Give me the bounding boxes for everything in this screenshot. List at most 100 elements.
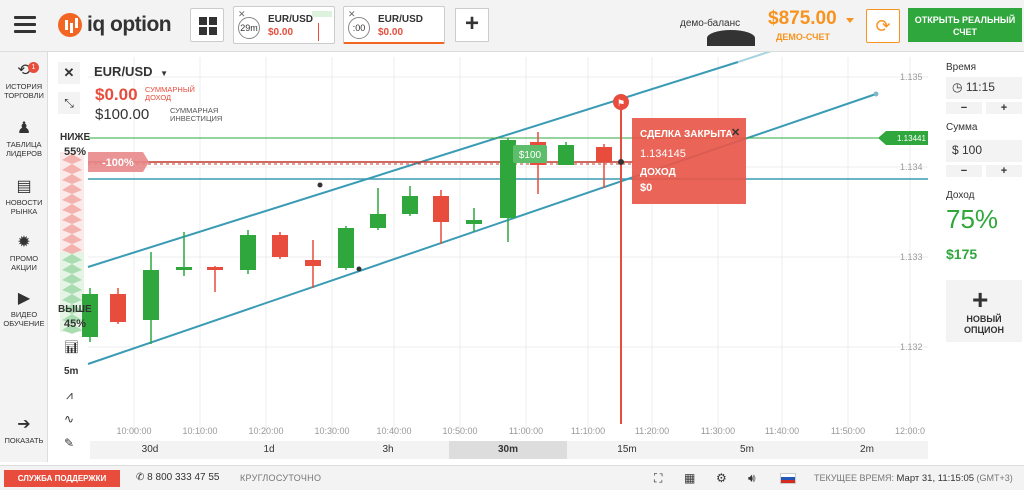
period-15m[interactable]: 15m [617,444,637,455]
candle-body [143,270,159,320]
sidebar-item-video[interactable]: ▶ ВИДЕО ОБУЧЕНИЕ [0,290,48,328]
settings-icon[interactable]: ⚙ [716,471,727,485]
tab-profit: $0.00 [268,27,294,38]
new-option-button[interactable]: + НОВЫЙ ОПЦИОН [946,280,1022,342]
period-1d[interactable]: 1d [263,444,275,455]
close-icon[interactable]: ✕ [348,9,356,19]
popup-title: СДЕЛКА ЗАКРЫТА [640,129,733,140]
period-3h[interactable]: 3h [382,444,394,455]
sentiment-chevron [62,324,82,334]
fullscreen-icon[interactable]: ⛶ [654,471,663,485]
candle-body [240,235,256,270]
time-minus-button[interactable]: − [946,102,982,114]
sidebar: ⟲ 1 ИСТОРИЯ ТОРГОВЛИ ♟ ТАБЛИЦА ЛИДЕРОВ ▤… [0,52,48,462]
time-plus-button[interactable]: + [986,102,1022,114]
close-icon[interactable]: ✕ [731,127,740,139]
tab-mini-chart [312,11,332,17]
asset-tab-2[interactable]: ✕ :00 EUR/USD $0.00 [343,6,445,44]
sidebar-item-news[interactable]: ▤ НОВОСТИ РЫНКА [0,178,48,216]
add-tab-button[interactable]: + [455,8,489,42]
indicators-button[interactable]: ∿ [64,412,74,426]
deal-closed-popup[interactable]: СДЕЛКА ЗАКРЫТА ✕ 1.134145 ДОХОД $0 [632,118,746,204]
finish-flag-icon[interactable] [613,94,629,110]
sentiment-chevron [62,174,82,184]
sentiment-chevron [62,194,82,204]
chevron-down-icon[interactable] [846,18,854,23]
candle-body [466,220,482,224]
time-axis-label: 11:30:00 [701,426,735,436]
refill-balance-button[interactable]: ⟳ [866,9,900,43]
refresh-icon: ⟳ [875,16,891,36]
wave-icon: ∿ [64,412,75,426]
period-2m[interactable]: 2m [860,444,874,455]
candle-body [402,196,418,214]
sidebar-item-label: ПОКАЗАТЬ [4,436,44,445]
sentiment-chevron [62,284,82,294]
grid-layout-button[interactable] [190,8,224,42]
news-icon: ▤ [16,178,32,195]
time-input[interactable]: ◷ 11:15 [946,77,1022,99]
close-icon: ✕ [63,65,75,80]
sidebar-item-promo[interactable]: ✹ ПРОМО АКЦИИ [0,234,48,272]
asset-tab-1[interactable]: ✕ 29m EUR/USD $0.00 [233,6,335,44]
video-icon: ▶ [17,290,31,307]
chart-type-button[interactable]: 📊︎ [64,340,79,354]
drawing-tool-button[interactable]: ⩘ [66,388,73,403]
layout-icon[interactable]: ▦ [684,471,696,485]
open-real-account-button[interactable]: ОТКРЫТЬ РЕАЛЬНЫЙ СЧЕТ [908,8,1022,42]
period-selector: 30d 1d 3h 30m 15m 5m 2m [90,441,928,459]
deal-tag-value: $100 [519,150,542,161]
avatar[interactable] [707,30,755,46]
income-percent: 75% [946,204,999,234]
draw-button[interactable]: ✎ [64,436,74,450]
candle-body [338,228,354,268]
close-chart-button[interactable]: ✕ [58,62,80,84]
candle-body [558,145,574,165]
support-button[interactable]: СЛУЖБА ПОДДЕРЖКИ [4,470,120,487]
deal-percent-value: -100% [102,157,134,169]
sidebar-item-show[interactable]: ➔ ПОКАЗАТЬ [0,416,48,445]
price-axis-label: 1.134 [900,162,923,172]
deal-point [618,159,624,165]
sentiment-chevron [62,224,82,234]
timer-icon: :00 [348,17,370,39]
amount-minus-button[interactable]: − [946,165,982,177]
bottom-bar: СЛУЖБА ПОДДЕРЖКИ ✆ 8 800 333 47 55 КРУГЛ… [0,465,1024,490]
sidebar-item-leaders[interactable]: ♟ ТАБЛИЦА ЛИДЕРОВ [0,120,48,158]
time-label: Время [946,62,977,73]
time-value: 11:15 [965,80,995,94]
time-axis-label: 11:40:00 [765,426,799,436]
notification-badge: 1 [28,62,39,73]
deal-tag[interactable] [513,145,547,163]
fullscreen-button[interactable]: ⤡ [58,92,80,114]
channel-anchor-point[interactable] [356,266,362,272]
sidebar-item-history[interactable]: ⟲ 1 ИСТОРИЯ ТОРГОВЛИ [0,62,48,100]
higher-percent: 45% [64,318,87,330]
sound-icon[interactable]: 🔊︎ [748,471,756,485]
channel-anchor-point[interactable] [317,182,323,188]
close-icon[interactable]: ✕ [238,9,246,19]
income-value: $175 [946,246,978,262]
tab-mini-line [318,23,319,41]
period-30m[interactable]: 30m [449,441,567,459]
sentiment-chevron [62,264,82,274]
asset-selector[interactable]: EUR/USD ▼ [94,64,168,79]
amount-plus-button[interactable]: + [986,165,1022,177]
price-chart[interactable]: ⚑ 1.135 1.134 1.133 1.132 1.13441 10:00:… [48,52,928,462]
language-flag-icon[interactable] [780,473,796,484]
menu-icon[interactable] [14,16,36,34]
popup-price: 1.134145 [640,148,686,160]
period-30d[interactable]: 30d [141,444,159,455]
period-5m[interactable]: 5m [740,444,754,455]
demo-balance-label: демо-баланс [680,18,741,29]
time-axis-label: 10:10:00 [182,426,217,436]
timeframe-button[interactable]: 5m [64,366,79,377]
account-type[interactable]: ДЕМО-СЧЕТ [776,32,831,42]
time-stepper: − + [946,102,1022,118]
channel-anchor-point[interactable] [873,91,879,97]
timer-icon: 29m [238,17,260,39]
balance[interactable]: $875.00 [768,8,837,29]
compass-icon: ⩘ [66,388,73,402]
sentiment-chevron [62,234,82,244]
amount-input[interactable]: $ 100 [946,140,1022,162]
